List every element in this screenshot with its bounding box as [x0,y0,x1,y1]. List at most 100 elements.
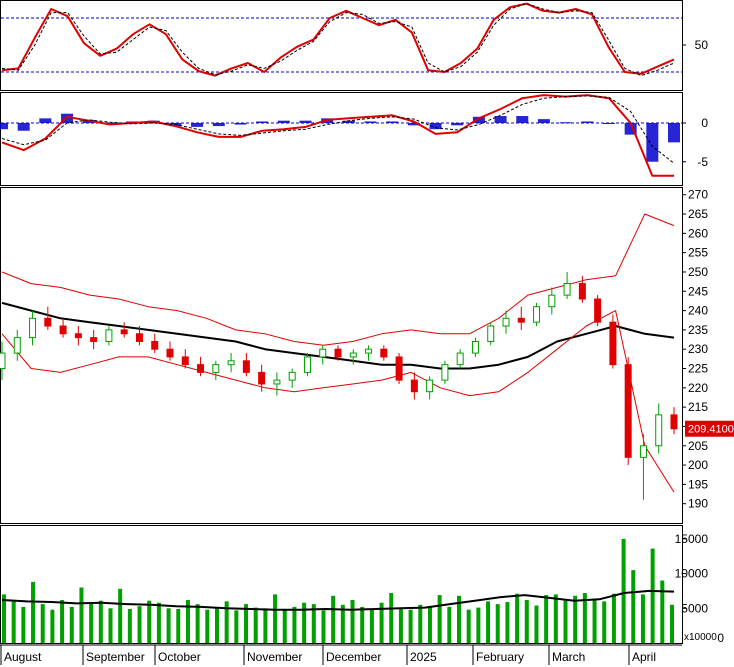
candle-body [548,294,556,308]
macd-histogram-bar [212,123,225,127]
vol-tick-label: 15000 [675,532,709,546]
candle-body [410,379,418,393]
volume-bar [592,598,597,643]
candle-body [273,379,281,385]
macd-histogram-bar [191,123,204,127]
price-tick-label: 190 [688,497,708,511]
volume-bar [476,607,481,643]
volume-bar [418,604,423,643]
price-tick-label: 265 [688,207,708,221]
macd-histogram-bar [299,120,312,123]
volume-bar [98,600,103,643]
candle-body [135,333,143,342]
price-tick-label: 195 [688,477,708,491]
volume-bar [253,607,258,643]
candle-body [609,321,617,366]
volume-bar [369,608,374,643]
macd-histogram-bar [472,116,485,123]
macd-histogram-bar [407,123,420,126]
volume-bar [282,609,287,643]
last-price-label: 209.4100 [688,424,734,436]
candle-body [533,306,541,323]
macd-line [1,95,675,164]
volume-bar [602,601,607,643]
month-label: December [326,650,381,664]
vol-frame [0,525,683,644]
candle-body [59,325,67,335]
volume-bar [611,593,616,643]
volume-bar [137,606,142,643]
macd-histogram-bar [342,120,355,123]
month-label: October [158,650,201,664]
candle-body [319,348,327,358]
candle-body [471,340,479,354]
candle-body [90,337,98,342]
macd-histogram-bar [602,123,615,124]
volume-bar [244,604,249,643]
volume-bar [205,609,210,643]
price-tick-label: 235 [688,323,708,337]
macd-frame [0,92,683,186]
candle-body [13,337,21,354]
macd-histogram-bar [277,120,290,123]
volume-bar [350,599,355,643]
price-tick-label: 255 [688,246,708,260]
volume-bar [147,600,152,643]
candle-body [365,348,373,354]
volume-bar [263,608,268,643]
x-axis: August September October November December 20… [0,644,682,665]
candle-body [197,364,205,373]
macd-histogram-bar [668,123,680,143]
candle-body [670,414,678,430]
candle-body [105,329,113,342]
candle-body [517,317,525,323]
panel-frames [0,0,683,644]
volume-bar [89,602,94,643]
bollinger-band-line [1,310,675,493]
vol-tick-label: 0 [717,631,724,645]
price-tick-label: 260 [688,226,708,240]
volume-bar [582,593,587,643]
volume-bar [466,609,471,643]
macd-tick-label: -5 [697,155,708,169]
volume-bar [79,587,84,643]
volume-bar [379,602,384,643]
macd-histogram-bar [0,123,8,130]
volume-bar [573,595,578,643]
candle-body [212,364,220,373]
price-tick-label: 240 [688,304,708,318]
volume-bar [670,604,674,643]
volume-bar [340,604,345,643]
price-tick-label: 205 [688,439,708,453]
volume-average-line [1,589,675,611]
candle-body [487,325,495,342]
volume-bar [108,608,113,643]
osc-series-line [1,3,675,77]
volume-bar [127,608,132,643]
candle-body [74,333,82,339]
volume-bar [398,607,403,643]
macd-histogram-bar [364,121,377,123]
macd-tick-label: 0 [701,116,708,130]
volume-bar [195,604,200,643]
candle-body [120,329,128,335]
month-label: March [552,650,585,664]
candle-body [44,317,52,327]
volume-bar [31,581,36,643]
candle-body [151,340,159,350]
volume-bar [11,601,16,643]
price-tick-label: 200 [688,458,708,472]
price-tick-label: 220 [688,381,708,395]
macd-histogram-bar [386,121,399,123]
volume-bar [427,606,432,643]
candle-body [441,364,449,381]
volume-bar [553,594,558,643]
volume-bar [185,599,190,643]
volume-bar [156,602,161,643]
price-panel: 1901952002052102152202252302352402452502… [0,188,734,511]
macd-histogram-bar [234,123,247,125]
candle-body [303,356,311,373]
candle-body [502,317,510,327]
candle-body [0,352,6,370]
candle-body [29,317,37,339]
